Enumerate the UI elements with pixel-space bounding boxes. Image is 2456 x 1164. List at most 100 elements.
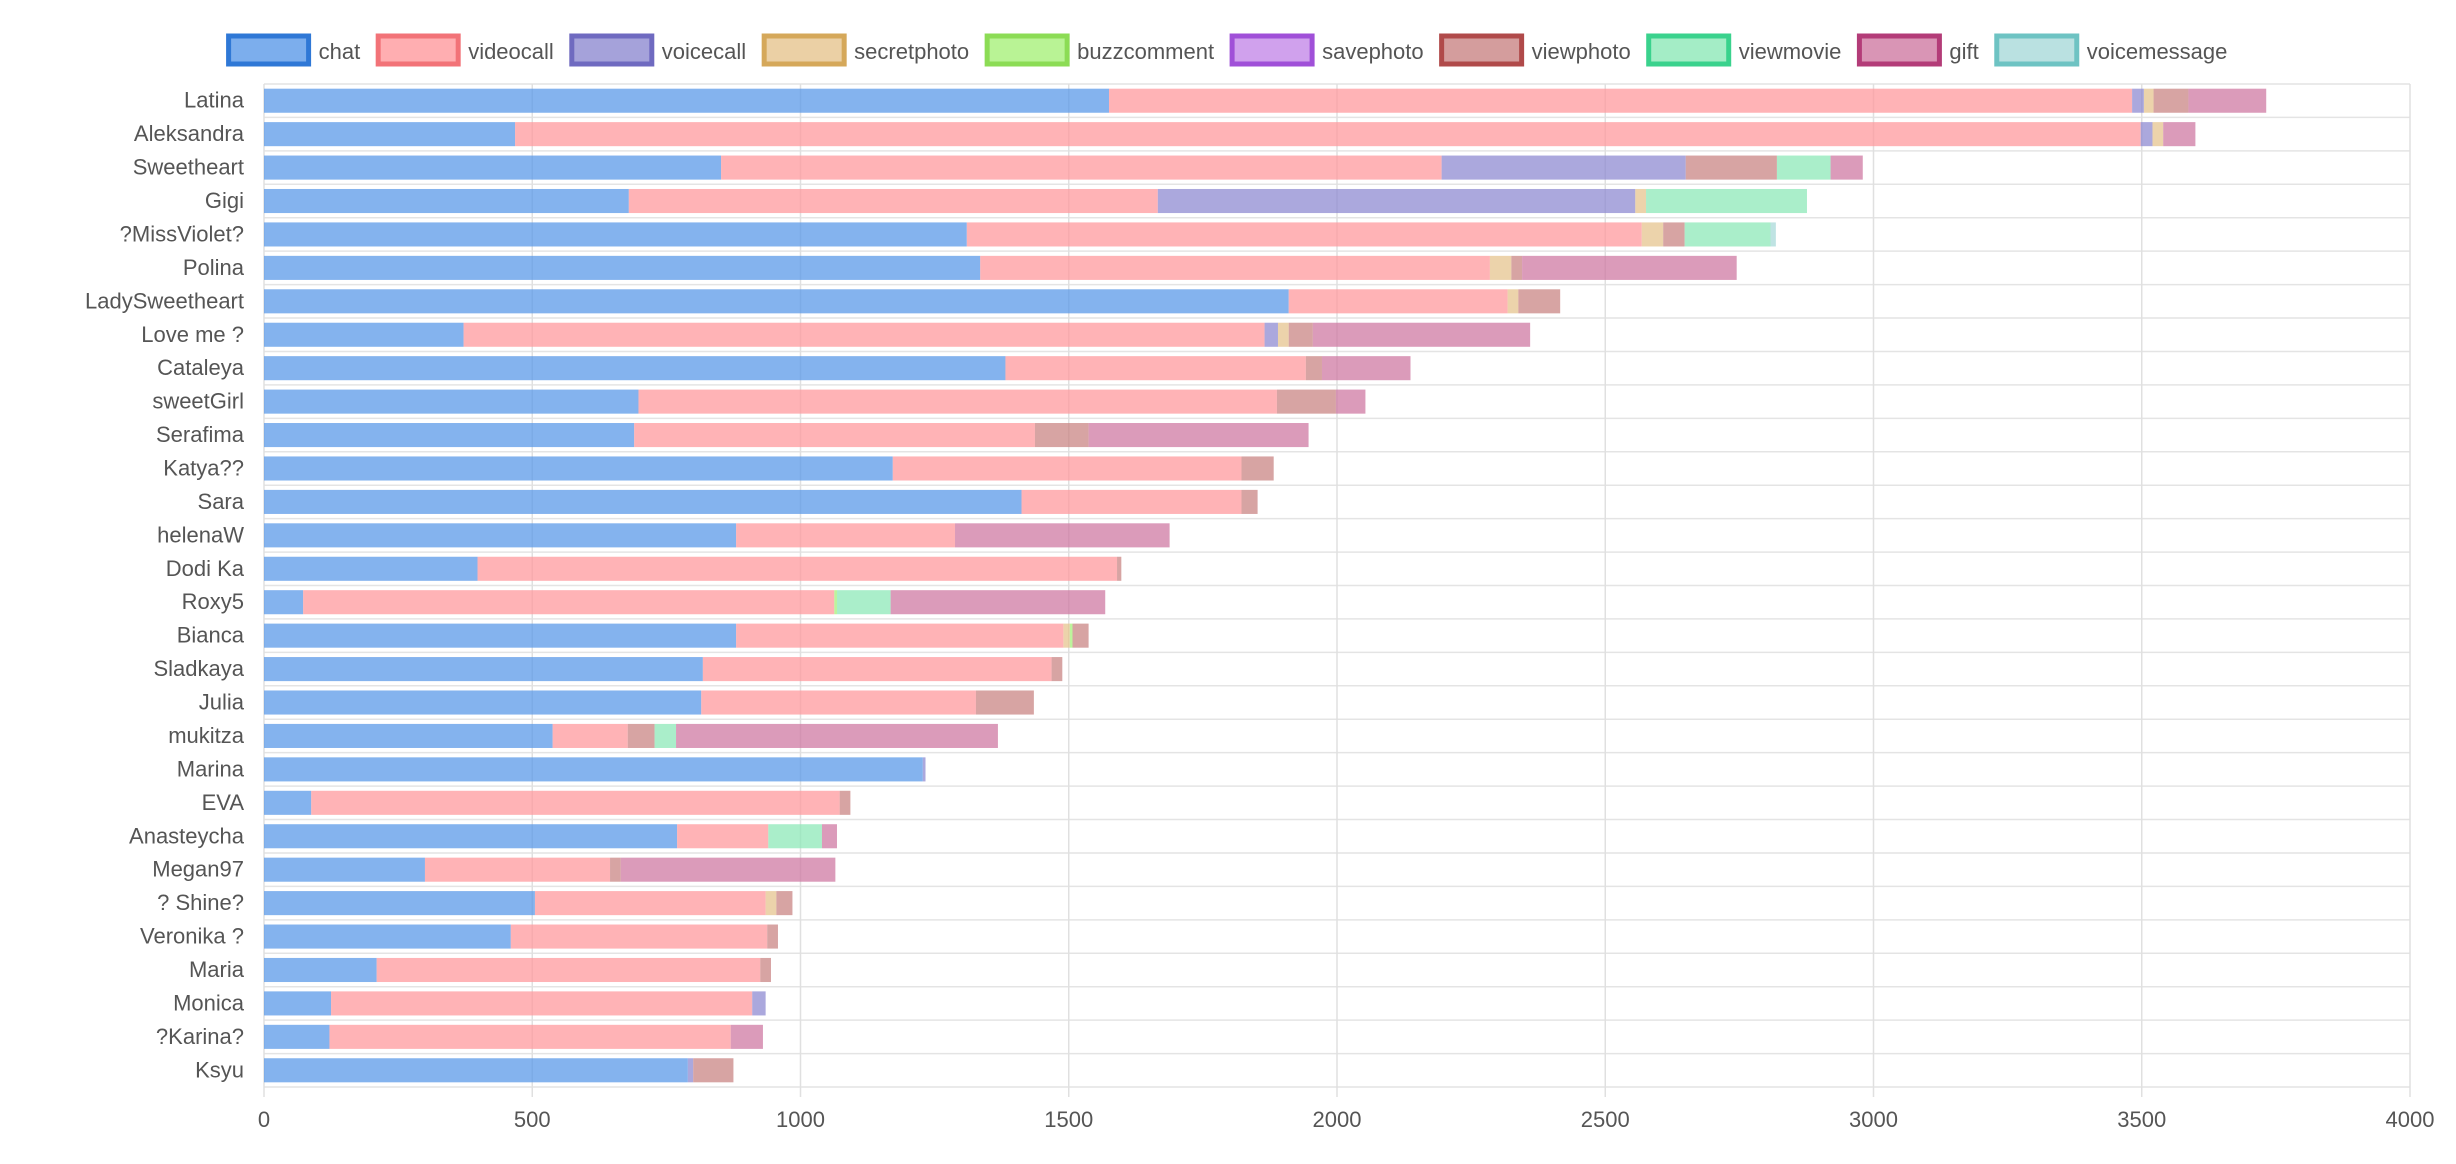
bar-gift-cataleya <box>1321 356 1411 381</box>
bar-viewphoto-bianca <box>1072 623 1089 648</box>
bar-chat-roxy5 <box>264 590 304 615</box>
bar-voicecall-gigi <box>1157 188 1636 214</box>
bar-chat-dodi-ka <box>264 556 478 581</box>
category-label: Megan97 <box>152 857 244 882</box>
bar-gift-mukitza <box>676 723 998 748</box>
bar-chat-monica <box>264 991 332 1016</box>
bar-viewphoto-mukitza <box>627 723 655 748</box>
category-labels: Latina Aleksandra Sweetheart Gigi ?MissViole… <box>85 88 245 1083</box>
bar-gift-sweetgirl <box>1335 389 1366 414</box>
legend-swatch-buzzcomment <box>984 33 1070 67</box>
bar-gift-roxy5 <box>890 590 1106 615</box>
bar-videocall-julia <box>701 690 976 715</box>
bar-chat-bianca <box>264 623 737 648</box>
bar-videocall-megan97 <box>424 857 611 882</box>
bar-viewphoto-cataleya <box>1305 356 1322 381</box>
bar-videocall-sladkaya <box>702 657 1052 682</box>
bar-viewmovie-gigi <box>1646 188 1807 214</box>
bar-voicecall-marina <box>922 757 926 782</box>
category-label: Polina <box>183 255 245 280</box>
bar-videocall-monica <box>331 991 753 1016</box>
category-label: Ksyu <box>195 1057 244 1082</box>
bar-videocall-anasteycha <box>677 824 769 849</box>
legend-swatch-savephoto <box>1229 33 1315 67</box>
bar-gift-aleksandra <box>2163 122 2196 147</box>
bar-videocall-dodi-ka <box>477 556 1118 581</box>
category-label: sweetGirl <box>152 389 244 414</box>
legend-label-secretphoto: secretphoto <box>854 39 969 64</box>
legend-swatch-viewmovie <box>1646 33 1732 67</box>
bar-videocall-sweetgirl <box>638 389 1277 414</box>
bar-chat-latina <box>264 88 1109 113</box>
bar-viewphoto-dodi-ka <box>1117 556 1122 581</box>
legend-label-chat: chat <box>319 39 361 64</box>
bar-voicemessage-missviolet <box>1770 222 1776 247</box>
bar-secretphoto-ladysweetheart <box>1507 289 1519 314</box>
category-label: Latina <box>184 88 245 113</box>
category-label: Aleksandra <box>134 121 245 146</box>
legend-label-gift: gift <box>1949 39 1978 64</box>
x-tick-label: 1500 <box>1044 1107 1093 1132</box>
bar-videocall-eva <box>311 790 840 815</box>
bar-chat-shine <box>264 891 535 916</box>
category-label: Marina <box>177 756 245 781</box>
bar-viewphoto-polina <box>1511 255 1523 280</box>
x-tick-label: 2000 <box>1313 1107 1362 1132</box>
legend-swatch-videocall <box>375 33 461 67</box>
bar-gift-anasteycha <box>821 824 837 849</box>
bar-gift-megan97 <box>620 857 836 882</box>
bar-secretphoto-latina <box>2143 88 2154 113</box>
category-label: Gigi <box>205 188 244 213</box>
bar-chat-ladysweetheart <box>264 289 1289 314</box>
bar-videocall-latina <box>1108 88 2133 113</box>
bar-secretphoto-missviolet <box>1641 222 1664 247</box>
category-label: Maria <box>189 957 245 982</box>
category-label: Monica <box>173 990 245 1015</box>
category-label: Sweetheart <box>133 155 244 180</box>
bar-viewphoto-ladysweetheart <box>1518 289 1561 314</box>
category-label: ? Shine? <box>157 890 244 915</box>
x-tick-label: 2500 <box>1581 1107 1630 1132</box>
category-label: mukitza <box>168 723 245 748</box>
bar-secretphoto-love-me <box>1277 322 1289 347</box>
bar-voicecall-aleksandra <box>2140 122 2153 147</box>
legend-swatch-gift <box>1856 33 1942 67</box>
bar-videocall-shine <box>534 891 766 916</box>
bar-videocall-ladysweetheart <box>1288 289 1508 314</box>
bar-viewphoto-sladkaya <box>1051 657 1063 682</box>
category-label: helenaW <box>157 522 244 547</box>
legend-label-savephoto: savephoto <box>1322 39 1424 64</box>
category-label: Serafima <box>156 422 245 447</box>
bar-chat-ksyu <box>264 1058 688 1083</box>
bar-videocall-aleksandra <box>515 122 2141 147</box>
bar-chat-cataleya <box>264 356 1006 381</box>
legend-swatch-voicemessage <box>1994 33 2080 67</box>
bar-videocall-missviolet <box>966 222 1642 247</box>
bar-chat-mukitza <box>264 723 553 748</box>
category-label: Katya?? <box>163 455 244 480</box>
bar-viewphoto-love-me <box>1288 322 1313 347</box>
x-tick-label: 3500 <box>2117 1107 2166 1132</box>
bar-chat-love-me <box>264 322 464 347</box>
bar-chat-marina <box>264 757 923 782</box>
legend-label-buzzcomment: buzzcomment <box>1077 39 1214 64</box>
legend: chat videocall voicecall secretphoto buzzcom… <box>226 33 2227 67</box>
category-label: Julia <box>199 690 245 715</box>
bar-chat-karina <box>264 1024 330 1049</box>
bar-viewphoto-ksyu <box>693 1058 734 1083</box>
bar-gift-karina <box>730 1024 763 1049</box>
bar-viewmovie-mukitza <box>654 723 677 748</box>
bar-chat-katya <box>264 456 893 481</box>
bar-chat-sweetheart <box>264 155 722 180</box>
bar-buzzcomment-bianca <box>1069 623 1073 648</box>
bar-videocall-maria <box>376 957 761 983</box>
bar-chat-aleksandra <box>264 122 516 147</box>
bar-viewphoto-megan97 <box>610 857 621 882</box>
bar-videocall-mukitza <box>552 723 628 748</box>
bar-chat-sara <box>264 489 1022 514</box>
category-label: Roxy5 <box>182 589 244 614</box>
bar-chat-megan97 <box>264 857 425 882</box>
category-label: Love me ? <box>141 322 244 347</box>
x-tick-label: 1000 <box>776 1107 825 1132</box>
